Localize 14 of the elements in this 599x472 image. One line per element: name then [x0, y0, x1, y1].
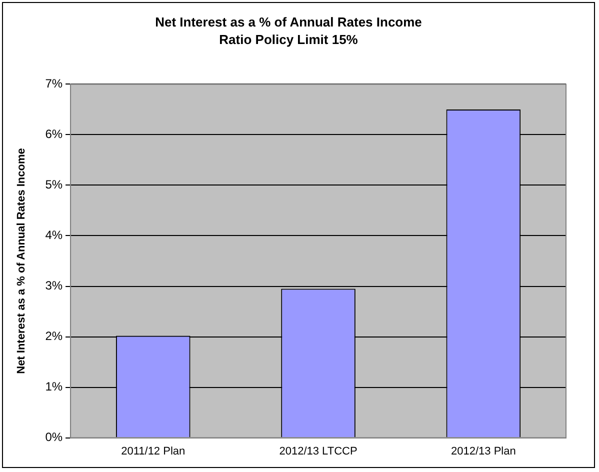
chart-subtitle: Ratio Policy Limit 15% — [219, 32, 358, 47]
y-tick-label: 3% — [45, 278, 63, 293]
y-tick-label: 5% — [45, 178, 63, 192]
y-tick-label: 2% — [45, 329, 63, 344]
x-tick-label: 2011/12 Plan — [121, 445, 186, 458]
y-tick-label: 4% — [45, 228, 63, 242]
y-axis-title: Net Interest as a % of Annual Rates Income — [16, 148, 28, 374]
chart-title: Net Interest as a % of Annual Rates Income — [155, 14, 422, 30]
x-tick-label: 2012/13 Plan — [451, 445, 516, 458]
y-tick-label: 1% — [45, 380, 63, 394]
y-tick-label: 6% — [45, 127, 63, 142]
x-tick-label: 2012/13 LTCCP — [279, 445, 358, 458]
y-tick-label: 7% — [45, 76, 63, 91]
y-tick-label: 0% — [45, 430, 63, 444]
